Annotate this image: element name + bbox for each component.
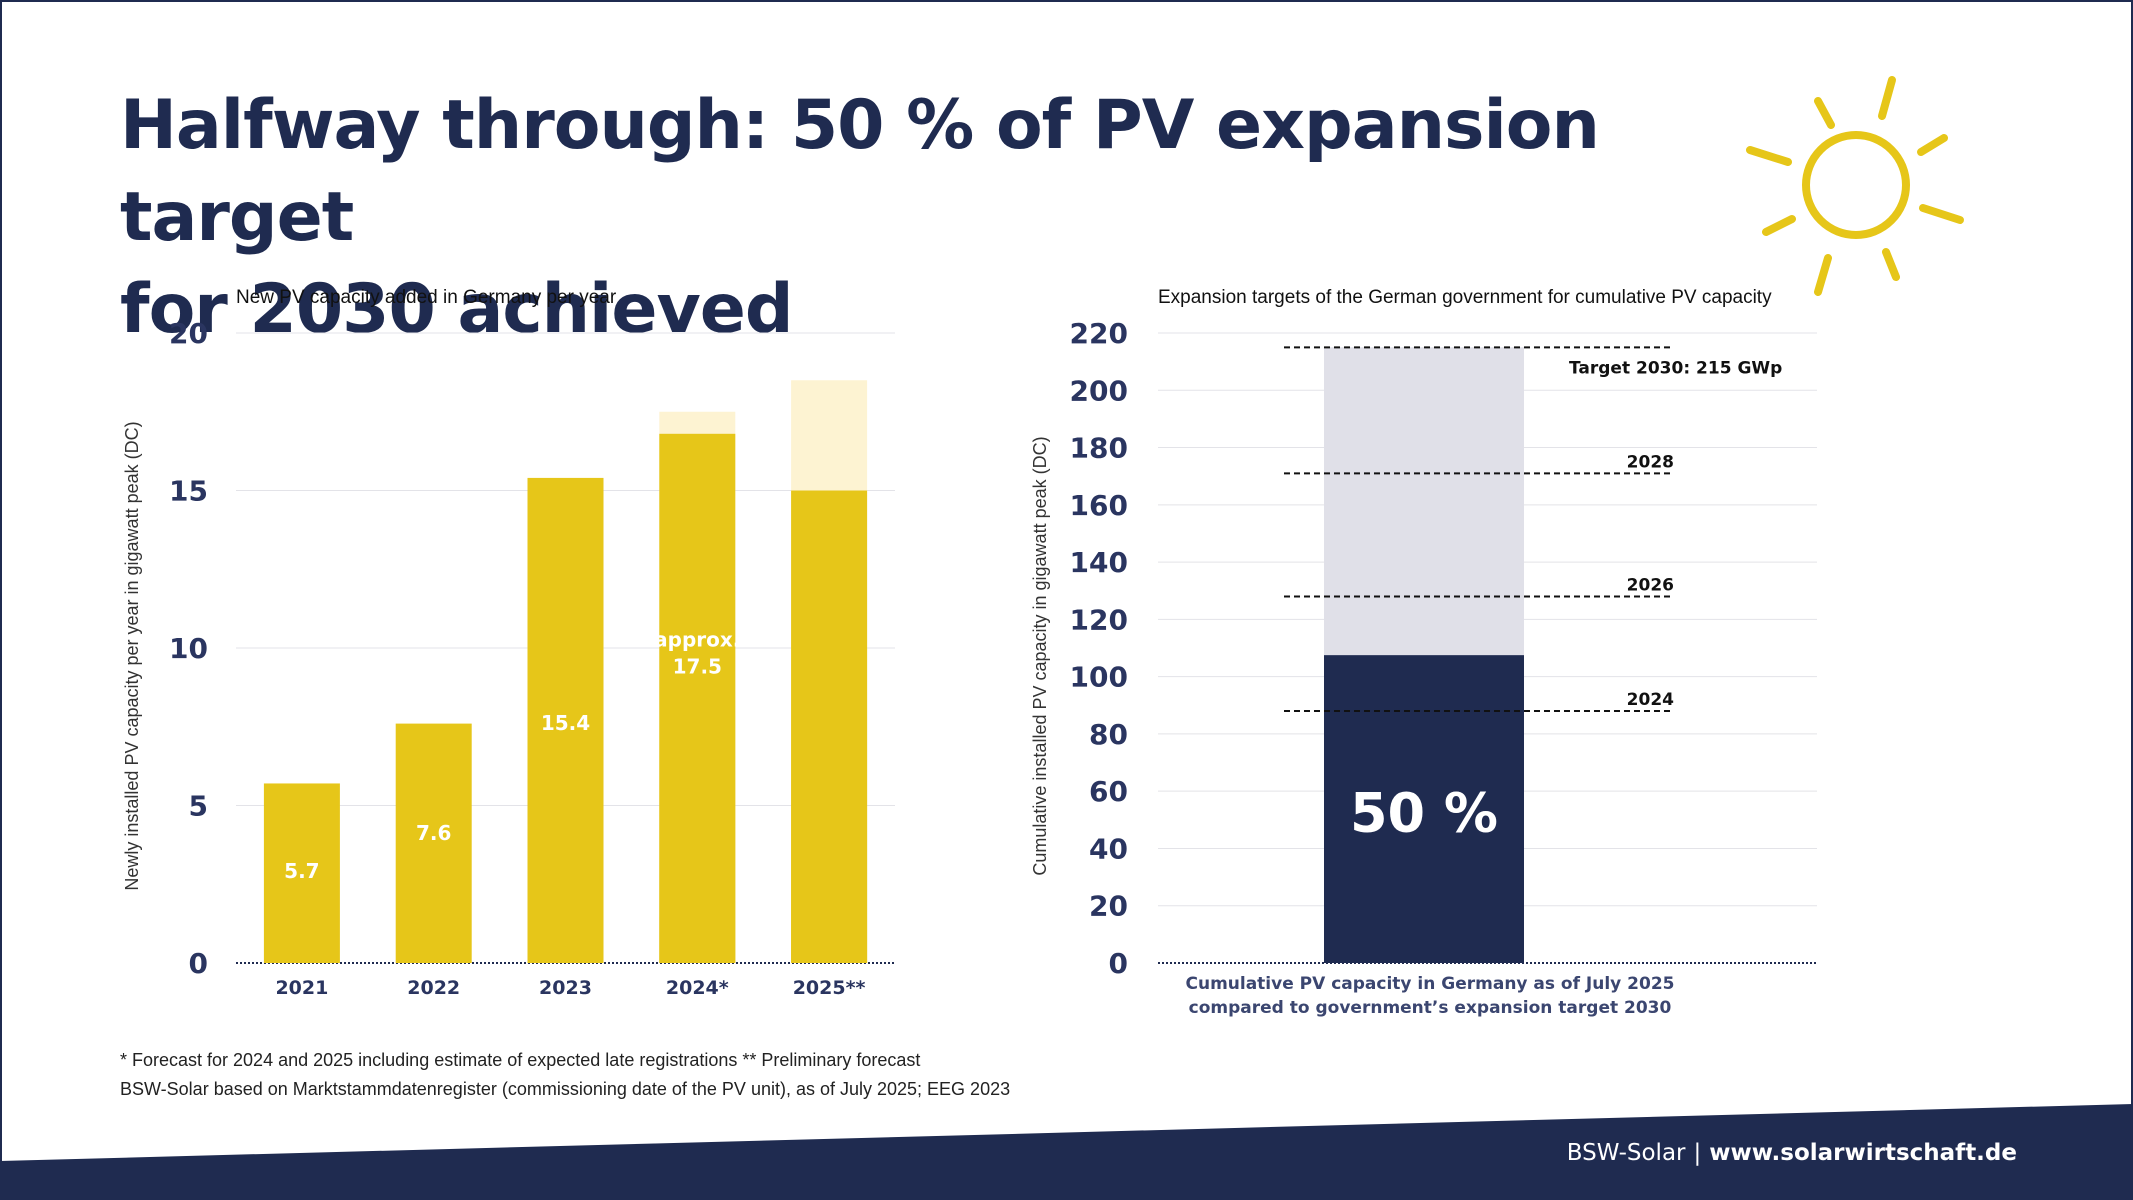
y-tick-label: 0 xyxy=(1109,947,1128,980)
footer: BSW-Solar | www.solarwirtschaft.de xyxy=(1567,1140,2017,1166)
caption-line-2: compared to government’s expansion targe… xyxy=(1188,998,1672,1018)
caption-line-1: Cumulative PV capacity in Germany as of … xyxy=(1185,974,1675,994)
footnote-source: BSW-Solar based on Marktstammdatenregist… xyxy=(120,1079,1011,1099)
target-line-label: 2024 xyxy=(1627,690,1674,710)
footnote-forecast: * Forecast for 2024 and 2025 including e… xyxy=(120,1050,921,1070)
target-line-label: 2026 xyxy=(1627,575,1674,595)
cumulative-target-chart: 0 20 40 60 80 100 120 140 160 180 200 220 Cumulative… xyxy=(1030,317,1817,980)
right-chart-title: Expansion targets of the German governme… xyxy=(1158,287,1772,308)
bar xyxy=(659,433,736,963)
slide-title: Halfway through: 50 % of PV expansion ta… xyxy=(120,80,1720,356)
footer-separator: | xyxy=(1693,1140,1702,1166)
footnotes: * Forecast for 2024 and 2025 including e… xyxy=(120,1046,1010,1104)
data-label: approx. xyxy=(654,628,740,652)
bar xyxy=(527,477,604,963)
x-tick-label: 2022 xyxy=(407,977,460,999)
percent-achieved-label: 50 % xyxy=(1350,781,1498,844)
right-chart-caption: Cumulative PV capacity in Germany as of … xyxy=(1160,972,1700,1020)
x-tick-label: 2024* xyxy=(666,977,729,999)
y-tick-label: 160 xyxy=(1070,489,1128,522)
footer-url-link[interactable]: www.solarwirtschaft.de xyxy=(1709,1140,2017,1166)
title-line-2: for 2030 achieved xyxy=(120,270,794,349)
sun-icon xyxy=(1746,76,1964,296)
y-tick-label: 140 xyxy=(1070,546,1128,579)
y-tick-label: 80 xyxy=(1089,718,1128,751)
y-tick-label: 10 xyxy=(169,632,208,665)
y-tick-label: 20 xyxy=(169,317,208,350)
y-tick-label: 15 xyxy=(169,475,208,508)
y-tick-label: 0 xyxy=(189,947,208,980)
title-line-1: Halfway through: 50 % of PV expansion ta… xyxy=(120,86,1600,257)
y-axis-title: Newly installed PV capacity per year in … xyxy=(122,421,142,890)
y-tick-label: 100 xyxy=(1070,661,1128,694)
x-tick-label: 2025** xyxy=(793,977,866,999)
data-label: 17.5 xyxy=(673,655,722,679)
target-line-label: Target 2030: 215 GWp xyxy=(1569,358,1782,378)
y-tick-label: 180 xyxy=(1070,432,1128,465)
y-tick-label: 200 xyxy=(1070,374,1128,407)
y-tick-label: 20 xyxy=(1089,890,1128,923)
data-label: 15.4 xyxy=(541,711,590,735)
bar xyxy=(263,783,340,963)
y-tick-label: 5 xyxy=(189,790,208,823)
x-tick-label: 2021 xyxy=(275,977,328,999)
y-tick-label: 220 xyxy=(1070,317,1128,350)
annual-capacity-chart: 0 5 10 15 20 Newly installed PV capacity per … xyxy=(122,317,895,999)
data-label: 7.6 xyxy=(416,821,451,845)
bar xyxy=(791,490,868,963)
y-axis-title: Cumulative installed PV capacity in giga… xyxy=(1030,436,1050,875)
data-label: 5.7 xyxy=(284,859,319,883)
target-line-label: 2028 xyxy=(1627,452,1674,472)
x-tick-label: 2023 xyxy=(539,977,592,999)
y-tick-label: 40 xyxy=(1089,832,1128,865)
footer-org: BSW-Solar xyxy=(1566,1140,1686,1166)
bar xyxy=(395,723,472,963)
left-chart-title: New PV capacity added in Germany per yea… xyxy=(236,287,617,308)
current-capacity-bar xyxy=(1324,655,1524,963)
y-tick-label: 60 xyxy=(1089,775,1128,808)
y-tick-label: 120 xyxy=(1070,603,1128,636)
